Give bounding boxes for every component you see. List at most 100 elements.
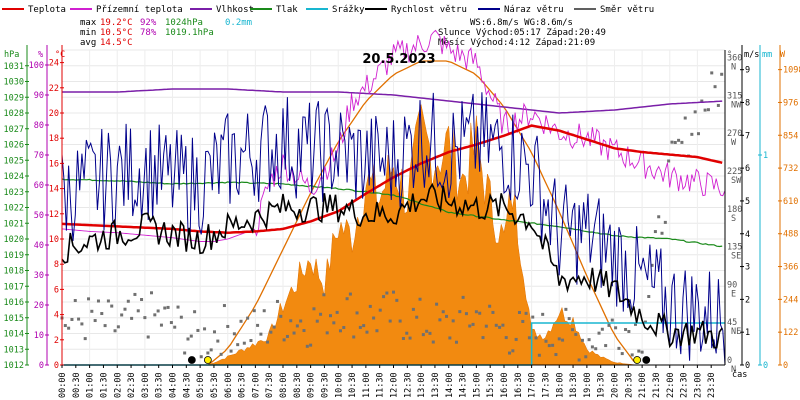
wind-direction-dot <box>378 308 382 312</box>
temperature-axis-tick-label: 2 <box>54 336 59 346</box>
wind-direction-dot <box>554 353 558 357</box>
time-tick-label: 22:30 <box>680 372 690 398</box>
wind-direction-dot <box>193 310 197 314</box>
wind-direction-dot <box>269 330 273 334</box>
wind-direction-dot <box>159 323 163 327</box>
stats-block: max 19.2°C 92% 1024hPa 0.2mm min 10.5°C 78% 1019… <box>80 18 606 48</box>
wind-direction-dot <box>329 314 333 318</box>
wind-direction-dot <box>610 318 614 322</box>
wind-direction-dot <box>431 340 435 344</box>
direction-unit: ° <box>727 50 732 60</box>
wind-direction-dot <box>706 108 710 112</box>
time-tick-label: 07:00 <box>251 372 261 398</box>
wind-direction-dot <box>70 317 74 321</box>
wind-axis-tick-label: 3 <box>745 263 750 273</box>
wind-axis-tick-label: 9 <box>745 66 750 76</box>
marker-sunrise <box>203 356 212 364</box>
wind-direction-dot <box>203 327 207 331</box>
wind-direction-dot <box>527 336 531 340</box>
wind-direction-dot <box>521 319 525 323</box>
wind-direction-dot <box>100 312 104 316</box>
solar-axis-tick-label: 122 <box>783 328 798 338</box>
stat-label: max <box>80 18 97 28</box>
wind-direction-dot <box>657 215 661 219</box>
wind-direction-dot <box>305 344 309 348</box>
wind-direction-dot <box>136 309 140 313</box>
pressure-axis-tick-label: 1025 <box>4 156 24 166</box>
wind-direction-dot <box>451 319 455 323</box>
legend-label: Náraz větru <box>504 5 564 15</box>
wind-direction-dot <box>249 339 253 343</box>
direction-tick-label: 360 <box>727 54 742 64</box>
wind-direction-dot <box>604 344 608 348</box>
legend-label: Srážky <box>332 5 365 15</box>
wind-direction-dot <box>478 311 482 315</box>
time-tick-label: 14:30 <box>459 372 469 398</box>
wind-direction-dot <box>372 316 376 320</box>
direction-tick-label: 225 <box>727 167 742 177</box>
pressure-axis-tick-label: 1020 <box>4 235 24 245</box>
wind-direction-dot <box>342 326 346 330</box>
wind-direction-dot <box>222 304 226 308</box>
wind-direction-dot <box>67 326 71 330</box>
legend: Teplota Přízemní teplota Vlhkost Tlak Srážky… <box>2 5 654 15</box>
time-tick-label: 07:30 <box>265 372 275 398</box>
wind-direction-dot <box>561 338 565 342</box>
humidity-axis-tick-label: 40 <box>34 241 44 251</box>
wind-direction-dot <box>242 341 246 345</box>
time-tick-label: 04:30 <box>182 372 192 398</box>
stat-temp: 14.5°C <box>100 38 133 48</box>
wind-direction-dot <box>358 325 362 329</box>
wind-direction-dot <box>514 337 518 341</box>
wind-direction-dot <box>266 340 270 344</box>
time-tick-label: 19:30 <box>597 372 607 398</box>
wind-axis-tick-label: 4 <box>745 230 750 240</box>
humidity-axis-tick-label: 100 <box>29 61 44 71</box>
wind-direction-dot <box>501 323 505 327</box>
wind-direction-dot <box>96 299 100 303</box>
time-tick-label: 14:00 <box>445 372 455 398</box>
wind-direction-dot <box>673 140 677 144</box>
direction-tick-letter: SW <box>731 176 742 186</box>
temperature-axis-tick-label: 16 <box>49 159 59 169</box>
time-tick-label: 18:30 <box>569 372 579 398</box>
legend-label: Teplota <box>28 5 66 15</box>
pressure-axis-tick-label: 1029 <box>4 93 24 103</box>
wind-direction-dot <box>454 340 458 344</box>
wind-direction-dot <box>209 348 213 352</box>
wind-direction-dot <box>624 328 628 332</box>
wind-direction-dot <box>481 336 485 340</box>
wind-direction-dot <box>80 322 84 326</box>
wind-direction-dot <box>590 345 594 349</box>
wind-direction-dot <box>630 353 634 357</box>
wind-direction-dot <box>600 327 604 331</box>
time-tick-label: 19:00 <box>583 372 593 398</box>
wind-direction-dot <box>577 358 581 362</box>
wind-direction-dot <box>494 323 498 327</box>
time-tick-label: 03:30 <box>155 372 165 398</box>
direction-tick-label: 0 <box>727 356 732 366</box>
humidity-line <box>62 88 723 114</box>
wind-direction-dot <box>633 322 637 326</box>
wind-direction-dot <box>484 324 488 328</box>
wind-direction-dot <box>272 325 276 329</box>
wind-direction-dot <box>551 343 555 347</box>
marker-moonset <box>642 356 651 364</box>
wind-direction-dot <box>594 347 598 351</box>
chart-title: 20.5.2023 <box>362 52 435 67</box>
wind-direction-dot <box>667 159 671 163</box>
time-tick-label: 21:00 <box>638 372 648 398</box>
time-tick-label: 08:30 <box>293 372 303 398</box>
wind-direction-dot <box>106 299 110 303</box>
wind-direction-dot <box>338 329 342 333</box>
time-tick-label: 12:00 <box>390 372 400 398</box>
solar-axis-tick-label: 244 <box>783 295 798 305</box>
wind-direction-dot <box>226 324 230 328</box>
direction-tick-letter: W <box>731 138 737 148</box>
direction-tick-letter: NW <box>731 100 742 110</box>
pressure-axis-tick-label: 1027 <box>4 125 24 135</box>
time-tick-label: 20:00 <box>611 372 621 398</box>
wind-direction-dot <box>365 330 369 334</box>
wind-direction-dot <box>647 294 651 298</box>
